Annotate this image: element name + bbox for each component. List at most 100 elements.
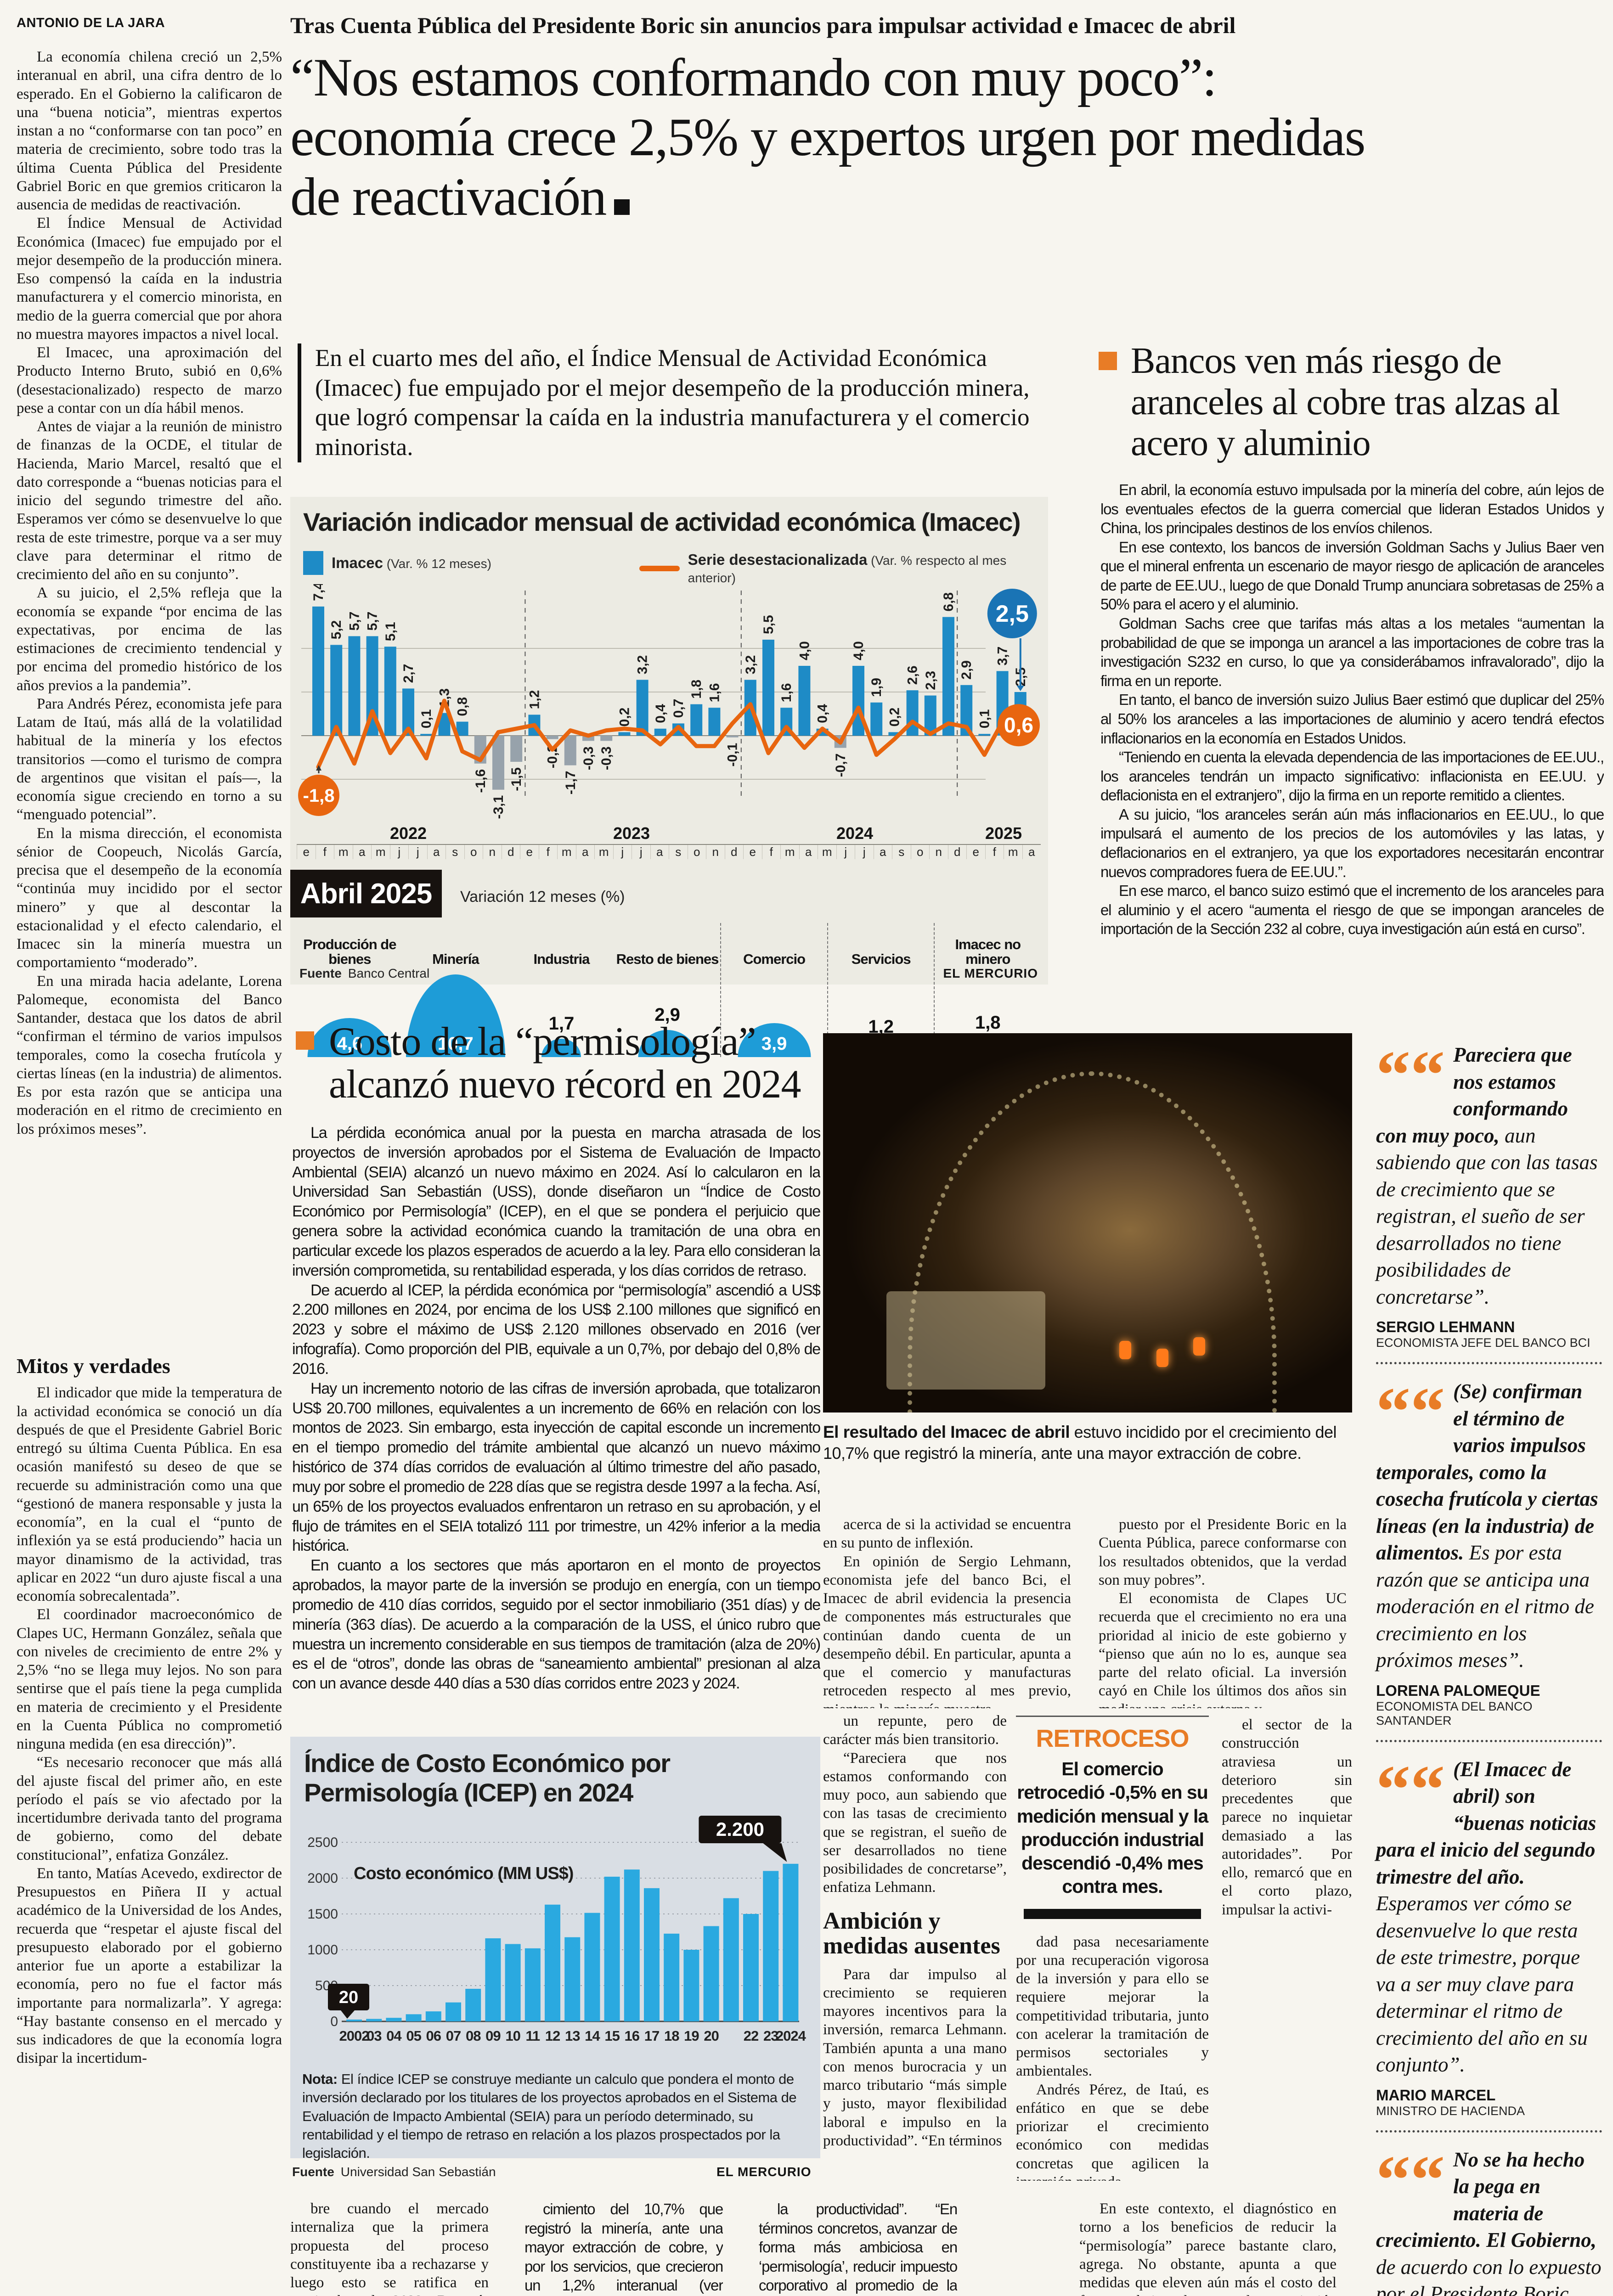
right-article-headline: Bancos ven más riesgo de aranceles al co…	[1131, 341, 1560, 464]
svg-text:2.200: 2.200	[716, 1818, 764, 1840]
sector-producci-n-de-bienes: Producción de bienes 4,6	[297, 923, 403, 1057]
sector-value: 1,7	[548, 1013, 575, 1034]
svg-text:-1,8: -1,8	[303, 786, 335, 806]
sector-value: 10,7	[437, 1034, 474, 1054]
paragraph: La pérdida económica anual por la puesta…	[292, 1124, 820, 1279]
svg-text:0,2: 0,2	[887, 708, 902, 727]
april-subtitle: Variación 12 meses (%)	[460, 888, 625, 906]
retroceso-body: El comercio retrocedió -0,5% en su medic…	[1016, 1758, 1209, 1897]
svg-text:-0,3: -0,3	[599, 746, 614, 770]
imacec-legend-bars: Imacec (Var. % 12 meses)	[303, 551, 491, 575]
month-label: m	[334, 845, 353, 859]
svg-text:1,6: 1,6	[707, 683, 722, 702]
month-label: e	[966, 845, 985, 859]
mid-band1-col2: puesto por el Presidente Boric en la Cue…	[1099, 1515, 1347, 1708]
paragraph: En la misma dirección, el economista sén…	[17, 825, 282, 971]
retroceso-rule	[1023, 1908, 1201, 1919]
mid-band2-col1a: un repunte, pero de carácter más bien tr…	[823, 1712, 1007, 1897]
paragraph: A su juicio, “los aranceles serán aún má…	[1100, 805, 1604, 880]
svg-text:1,8: 1,8	[689, 680, 704, 699]
month-label: j	[632, 845, 650, 859]
month-label: m	[780, 845, 799, 859]
icep-chart-panel: Índice de Costo Económico por Permisolog…	[290, 1737, 820, 2161]
svg-text:Costo económico (MM US$): Costo económico (MM US$)	[354, 1864, 573, 1883]
paragraph: El indicador que mide la temperatura de …	[17, 1384, 282, 1605]
mid-band2-col3: el sector de la construcción atraviesa u…	[1222, 1716, 1352, 2184]
subhead-mitos-y-verdades: Mitos y verdades	[17, 1354, 170, 1378]
paragraph: En tanto, el banco de inversión suizo Ju…	[1100, 691, 1604, 747]
imacec-chart-title: Variación indicador mensual de actividad…	[303, 507, 1021, 536]
paragraph: En abril, la economía estuvo impulsada p…	[1100, 481, 1604, 537]
svg-text:18: 18	[664, 2028, 679, 2044]
paragraph: En ese marco, el banco suizo estimó que …	[1100, 882, 1604, 938]
month-label: d	[724, 845, 744, 859]
el-mercurio-brand: EL MERCURIO	[716, 2165, 812, 2179]
icep-note: Nota: El índice ICEP se construye median…	[302, 2071, 797, 2161]
month-label: a	[799, 845, 818, 859]
year-label: 2022	[389, 824, 427, 843]
svg-text:1,6: 1,6	[779, 683, 794, 702]
bottom-col2: cimiento del 10,7% que registró la miner…	[525, 2200, 723, 2296]
paragraph: Goldman Sachs cree que tarifas más altas…	[1100, 615, 1604, 689]
quote-mark-icon: ““	[1376, 1751, 1445, 1828]
month-label: j	[389, 845, 409, 859]
paragraph: dad pasa necesariamente por una recupera…	[1016, 1933, 1209, 2080]
svg-text:-1,6: -1,6	[473, 769, 488, 793]
icep-source: Fuente Universidad San Sebastián	[292, 2165, 496, 2179]
svg-text:0,4: 0,4	[815, 704, 830, 723]
paragraph: El Índice Mensual de Actividad Económica…	[17, 215, 282, 343]
month-label: a	[1022, 845, 1041, 859]
svg-text:3,7: 3,7	[995, 647, 1010, 666]
month-label: n	[706, 845, 725, 859]
paragraph: En cuanto a los sectores que más aportar…	[292, 1557, 820, 1693]
sector-label: Servicios	[851, 951, 911, 968]
sector-label: Resto de bienes	[616, 951, 719, 968]
month-label: o	[464, 845, 483, 859]
svg-text:0: 0	[330, 2014, 338, 2029]
svg-text:1500: 1500	[307, 1907, 338, 1922]
sector-label: Minería	[432, 951, 479, 968]
svg-text:0,2: 0,2	[617, 708, 632, 727]
svg-text:-3,1: -3,1	[491, 795, 506, 819]
bottom-col3: la productividad”. “En términos concreto…	[759, 2200, 957, 2296]
svg-text:3,2: 3,2	[743, 655, 758, 675]
paragraph: La economía chilena creció un 2,5% inter…	[17, 49, 282, 213]
paragraph: acerca de si la actividad se encuentra e…	[823, 1516, 1071, 1552]
month-label: m	[557, 845, 576, 859]
middle-article-body: La pérdida económica anual por la puesta…	[292, 1123, 820, 1729]
paragraph: un repunte, pero de carácter más bien tr…	[823, 1713, 1007, 1748]
svg-text:0,8: 0,8	[455, 697, 470, 716]
sector-comercio: Comercio 3,9	[720, 923, 827, 1057]
month-label: e	[743, 845, 762, 859]
sector-label: Producción de bienes	[303, 936, 396, 968]
svg-text:08: 08	[466, 2028, 481, 2044]
sector-miner-a: Minería 10,7	[403, 923, 509, 1057]
svg-text:4,0: 4,0	[797, 641, 812, 660]
quote-hermann-gonzalez: ““ No se ha hecho la pega en materia de …	[1376, 2141, 1602, 2296]
bottom-col4: En este contexto, el diagnóstico en torn…	[1079, 2200, 1337, 2296]
photo-caption: El resultado del Imacec de abril estuvo …	[823, 1423, 1337, 1463]
quote-attribution-name: MARIO MARCEL	[1376, 2086, 1496, 2104]
svg-text:2,3: 2,3	[923, 671, 938, 690]
svg-text:2002: 2002	[339, 2028, 369, 2044]
paragraph: Antes de viajar a la reunión de ministro…	[17, 418, 282, 583]
paragraph: bre cuando el mercado internaliza que la…	[290, 2200, 489, 2296]
bottom-col1: bre cuando el mercado internaliza que la…	[290, 2200, 489, 2296]
month-label: f	[315, 845, 334, 859]
svg-text:13: 13	[565, 2028, 580, 2044]
sector-label: Industria	[533, 951, 590, 968]
svg-text:-0,1: -0,1	[725, 743, 740, 767]
imacec-bar-line-chart: 7,45,2 5,7 5,75,12,70,11,3 0,8-1,6-3,1-1,51…	[298, 584, 1040, 819]
quote-attribution-role: MINISTRO DE HACIENDA	[1376, 2104, 1525, 2118]
el-mercurio-brand: EL MERCURIO	[943, 966, 1038, 980]
month-label: a	[575, 845, 595, 859]
svg-text:1000: 1000	[307, 1942, 338, 1958]
svg-text:11: 11	[525, 2028, 540, 2044]
mid-band1-col1: acerca de si la actividad se encuentra e…	[823, 1515, 1071, 1708]
year-label: 2024	[836, 824, 874, 843]
quote-mark-icon: ““	[1376, 1373, 1445, 1450]
month-label: o	[687, 845, 706, 859]
paragraph: “Pareciera que nos estamos conformando c…	[823, 1750, 1007, 1896]
month-label: a	[352, 845, 372, 859]
